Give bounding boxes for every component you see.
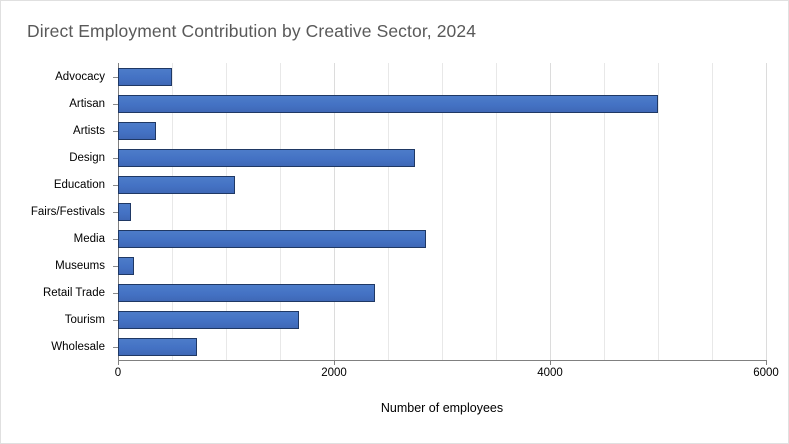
- y-axis-tick: [113, 76, 118, 78]
- gridline: [280, 63, 281, 360]
- bar: [118, 67, 172, 86]
- gridline: [496, 63, 497, 360]
- y-axis-tick: [113, 265, 118, 267]
- y-axis-tick: [113, 184, 118, 186]
- gridline: [442, 63, 443, 360]
- y-axis-tick: [113, 130, 118, 132]
- y-axis-tick: [113, 103, 118, 105]
- y-axis-tick-label: Tourism: [64, 313, 105, 326]
- bar: [118, 229, 426, 248]
- y-axis-tick-label: Fairs/Festivals: [30, 205, 105, 218]
- x-axis-tick-label: 6000: [753, 367, 779, 379]
- x-axis-title: Number of employees: [380, 401, 504, 415]
- y-axis-tick-label: Media: [73, 232, 105, 245]
- plot-area: [118, 63, 767, 360]
- bar: [118, 310, 300, 329]
- bar: [118, 148, 415, 167]
- bar: [118, 256, 135, 275]
- x-axis-tick: [766, 360, 767, 365]
- bar: [118, 283, 376, 302]
- x-axis-tick-label: 0: [114, 367, 122, 379]
- x-axis-tick-label: 2000: [321, 367, 347, 379]
- y-axis-tick: [113, 238, 118, 240]
- x-axis-tick: [550, 360, 551, 365]
- y-axis-tick-label: Artisan: [69, 97, 105, 110]
- gridline: [712, 63, 713, 360]
- y-axis-tick-label: Museums: [55, 259, 105, 272]
- bar: [118, 175, 235, 194]
- y-axis-tick-label: Education: [53, 178, 105, 191]
- gridline: [766, 63, 767, 360]
- y-axis-tick-label: Design: [69, 151, 105, 164]
- gridline: [172, 63, 173, 360]
- bar: [118, 337, 197, 356]
- gridline: [388, 63, 389, 360]
- gridline: [604, 63, 605, 360]
- y-axis-tick: [113, 211, 118, 213]
- y-axis-tick-label: Advocacy: [55, 70, 105, 83]
- y-axis-tick-label: Artists: [73, 124, 105, 137]
- y-axis-tick: [113, 157, 118, 159]
- y-axis-tick: [113, 319, 118, 321]
- y-axis-tick-label: Retail Trade: [42, 286, 105, 299]
- x-axis-tick: [118, 360, 119, 365]
- gridline: [550, 63, 551, 360]
- y-axis-tick: [113, 292, 118, 294]
- gridline: [334, 63, 335, 360]
- x-axis-tick: [334, 360, 335, 365]
- y-axis-category-labels: Advocacy Artisan Artists Design Education Fai…: [1, 63, 111, 360]
- chart-title: Direct Employment Contribution by Creati…: [27, 21, 477, 41]
- gridline: [226, 63, 227, 360]
- gridline: [658, 63, 659, 360]
- y-axis-tick-label: Wholesale: [51, 340, 105, 353]
- bar: [118, 202, 131, 221]
- y-axis-tick: [113, 346, 118, 348]
- x-axis-line: [118, 360, 767, 361]
- bar: [118, 94, 658, 113]
- bar: [118, 121, 156, 140]
- x-axis-tick-label: 4000: [537, 367, 563, 379]
